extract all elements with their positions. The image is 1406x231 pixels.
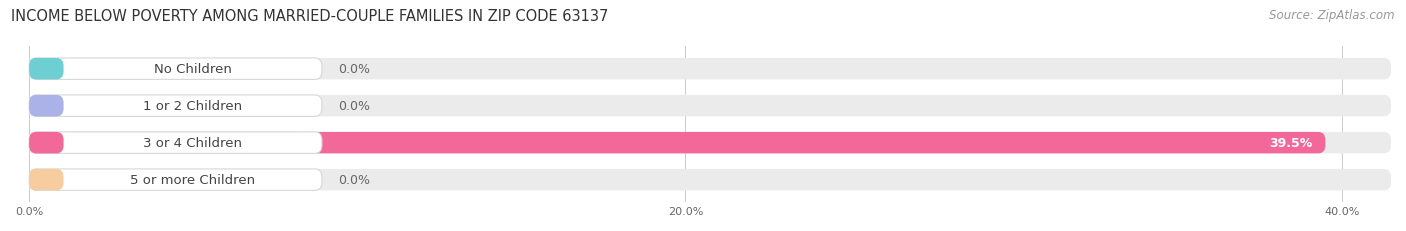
FancyBboxPatch shape [30,132,63,154]
FancyBboxPatch shape [30,169,322,191]
FancyBboxPatch shape [30,169,1391,191]
Text: 5 or more Children: 5 or more Children [131,173,256,186]
Text: 0.0%: 0.0% [339,173,370,186]
FancyBboxPatch shape [30,59,63,80]
FancyBboxPatch shape [30,59,322,80]
Text: 39.5%: 39.5% [1270,137,1312,149]
FancyBboxPatch shape [30,169,63,191]
Text: 0.0%: 0.0% [339,100,370,113]
FancyBboxPatch shape [30,96,322,117]
FancyBboxPatch shape [30,132,1391,154]
FancyBboxPatch shape [30,132,322,154]
Text: 0.0%: 0.0% [339,63,370,76]
FancyBboxPatch shape [30,59,1391,80]
Text: INCOME BELOW POVERTY AMONG MARRIED-COUPLE FAMILIES IN ZIP CODE 63137: INCOME BELOW POVERTY AMONG MARRIED-COUPL… [11,9,609,24]
Text: 3 or 4 Children: 3 or 4 Children [143,137,242,149]
Text: Source: ZipAtlas.com: Source: ZipAtlas.com [1270,9,1395,22]
Text: No Children: No Children [153,63,232,76]
FancyBboxPatch shape [30,96,63,117]
FancyBboxPatch shape [30,132,1326,154]
Text: 1 or 2 Children: 1 or 2 Children [143,100,242,113]
FancyBboxPatch shape [30,96,1391,117]
